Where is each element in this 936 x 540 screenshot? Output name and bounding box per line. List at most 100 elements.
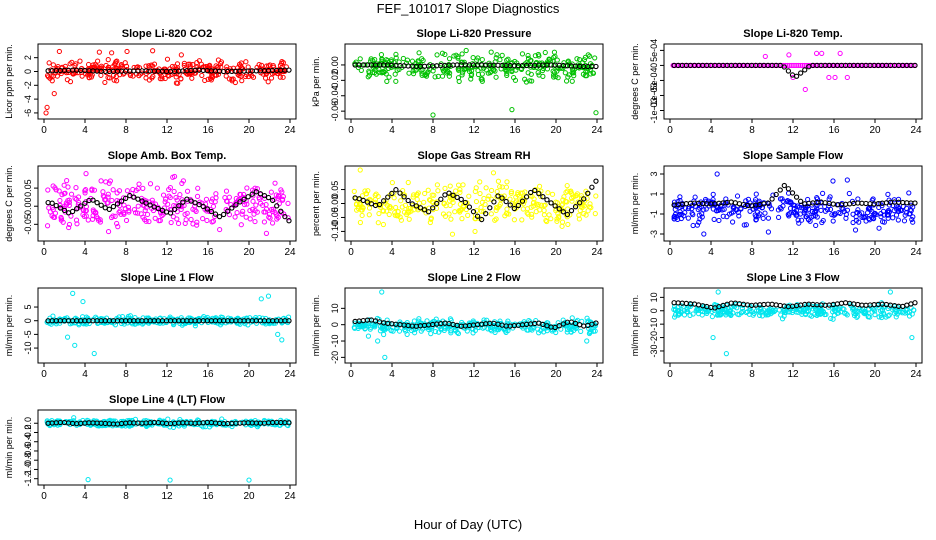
data-point	[532, 53, 538, 59]
data-point	[468, 76, 474, 82]
data-point	[448, 328, 454, 334]
data-point	[814, 195, 820, 201]
data-point	[373, 191, 379, 197]
data-point	[398, 198, 404, 204]
outlier-point	[275, 331, 281, 337]
data-point	[520, 201, 527, 207]
data-point	[899, 310, 906, 316]
data-point	[54, 73, 60, 79]
outlier-point	[813, 50, 820, 57]
data-point	[563, 198, 569, 204]
series-point	[454, 194, 460, 200]
series-point	[196, 201, 202, 208]
y-tick-label: 5e-04	[649, 39, 659, 62]
series-point	[253, 189, 259, 195]
data-point	[559, 202, 565, 208]
data-point	[229, 76, 235, 82]
data-point	[162, 75, 168, 82]
data-point	[253, 202, 259, 208]
data-point	[91, 187, 98, 193]
data-point	[68, 213, 74, 219]
data-point	[896, 208, 902, 214]
data-point	[398, 217, 404, 223]
data-point	[416, 50, 422, 56]
data-point	[692, 203, 698, 209]
data-point	[843, 211, 849, 218]
data-point	[757, 312, 763, 318]
data-point	[473, 198, 480, 205]
data-point	[422, 190, 428, 197]
x-tick-label: 20	[869, 247, 881, 258]
data-point	[368, 56, 374, 62]
data-point	[895, 217, 901, 223]
data-point	[797, 204, 803, 210]
data-point	[358, 207, 364, 213]
data-point	[144, 211, 151, 218]
data-point	[814, 214, 820, 220]
data-point	[381, 331, 387, 338]
data-point	[717, 312, 723, 318]
data-point	[105, 191, 111, 197]
data-point	[910, 219, 916, 225]
data-point	[406, 70, 412, 76]
data-point	[236, 196, 242, 203]
data-point	[689, 210, 695, 216]
outlier-point	[490, 170, 497, 176]
x-tick-label: 24	[284, 369, 296, 380]
data-point	[452, 188, 459, 194]
data-point	[146, 199, 152, 205]
data-point	[497, 184, 503, 190]
data-point	[569, 78, 575, 84]
data-point	[245, 73, 252, 80]
data-point	[564, 188, 570, 194]
data-point	[457, 201, 463, 207]
data-point	[195, 185, 201, 191]
data-point	[861, 308, 867, 314]
data-point	[410, 194, 416, 200]
panel-title: Slope Gas Stream RH	[417, 150, 530, 162]
data-point	[149, 75, 155, 81]
y-tick-label: -1	[649, 210, 659, 218]
x-tick-label: 16	[509, 125, 521, 136]
series-point	[458, 196, 464, 203]
y-tick-label: -0.04	[330, 85, 340, 106]
data-point	[200, 215, 206, 222]
series-point	[773, 191, 779, 198]
series-point	[208, 208, 215, 215]
data-point	[114, 78, 120, 84]
series-point	[781, 182, 787, 189]
data-point	[568, 190, 575, 196]
data-point	[441, 200, 448, 206]
data-point	[366, 70, 372, 76]
y-tick-label: -0.05	[23, 214, 33, 235]
data-point	[466, 193, 472, 199]
data-point	[176, 71, 182, 77]
data-point	[504, 210, 510, 217]
data-point	[903, 210, 910, 216]
panel-10: Slope Line 4 (LT) Flow ml/min per min. 0 4 8…	[4, 394, 297, 502]
series-point	[381, 198, 387, 204]
data-point	[531, 199, 537, 206]
series-point	[736, 201, 743, 207]
data-point	[432, 328, 439, 335]
data-point	[719, 304, 725, 310]
series-point	[143, 200, 149, 206]
data-point	[140, 185, 146, 191]
outlier-point	[167, 477, 173, 483]
data-point	[426, 197, 433, 203]
data-point	[44, 223, 51, 229]
data-point	[795, 217, 801, 223]
data-point	[446, 211, 452, 217]
data-point	[372, 196, 379, 203]
data-point	[239, 78, 245, 84]
series-point	[785, 186, 792, 192]
panel-8: Slope Line 2 Flow ml/min per min. 0 4 8 12 16 2…	[311, 272, 604, 380]
x-tick-label: 24	[910, 125, 922, 136]
data-point	[836, 209, 842, 216]
data-point	[167, 66, 173, 72]
data-point	[114, 58, 120, 64]
data-point	[353, 59, 359, 65]
data-point	[827, 206, 834, 212]
data-point	[194, 59, 200, 66]
data-point	[760, 215, 766, 221]
